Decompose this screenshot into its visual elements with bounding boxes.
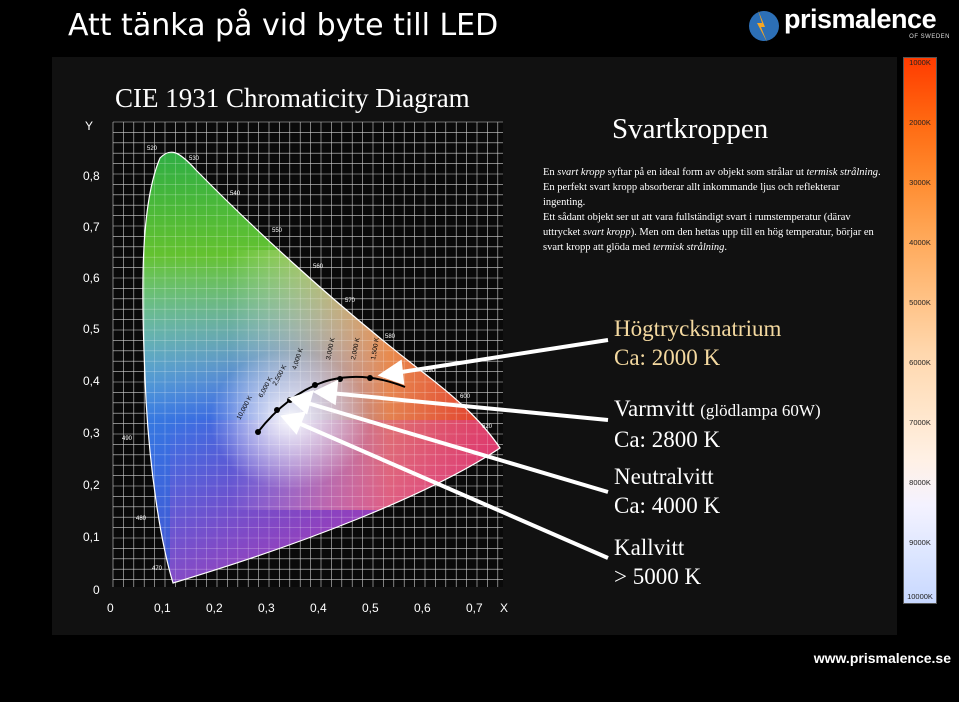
wl-560: 560 xyxy=(313,264,324,270)
kelvin-tick-2000k: 2000K xyxy=(909,118,931,127)
x-tick-0-4: 0,4 xyxy=(310,601,327,615)
x-tick-0-6: 0,6 xyxy=(414,601,431,615)
arrow-hps-head xyxy=(377,359,405,385)
arrow-neutral xyxy=(303,400,609,494)
wl-550: 550 xyxy=(272,228,283,234)
label-cold-temp: > 5000 K xyxy=(614,564,702,589)
label-cold-name: Kallvitt xyxy=(614,535,685,560)
axis-tick-labels: Y X 0,8 0,7 0,6 0,5 0,4 0,3 0,2 0,1 0 0 … xyxy=(83,119,508,615)
wl-580: 580 xyxy=(385,334,396,340)
svartkroppen-paragraph-2: Ett sådant objekt ser ut att vara fullst… xyxy=(543,212,874,253)
wl-490: 490 xyxy=(122,436,133,442)
kelvin-color-scale xyxy=(903,57,937,604)
y-tick-0-7: 0,7 xyxy=(83,220,100,234)
y-tick-0-5: 0,5 xyxy=(83,322,100,336)
logo-subtitle: OF SWEDEN xyxy=(909,34,950,40)
y-tick-0-4: 0,4 xyxy=(83,374,100,388)
label-neutral: Neutralvitt Ca: 4000 K xyxy=(614,462,720,520)
footer-url: www.prismalence.se xyxy=(813,650,951,666)
label-warm-note: (glödlampa 60W) xyxy=(700,401,821,420)
label-hps: Högtrycksnatrium Ca: 2000 K xyxy=(614,314,781,372)
annotation-arrows xyxy=(280,338,609,560)
label-cold: Kallvitt > 5000 K xyxy=(614,533,701,591)
y-tick-0-3: 0,3 xyxy=(83,426,100,440)
wl-590: 590 xyxy=(425,368,436,374)
x-tick-0-2: 0,2 xyxy=(206,601,223,615)
svartkroppen-text: En svart kropp syftar på en ideal form a… xyxy=(543,165,883,255)
x-tick-0-3: 0,3 xyxy=(258,601,275,615)
locus-label-3000k: 3,000 K xyxy=(325,336,337,360)
label-warm: Varmvitt (glödlampa 60W) Ca: 2800 K xyxy=(614,394,821,454)
svartkroppen-paragraph-1: En svart kropp syftar på en ideal form a… xyxy=(543,167,881,208)
x-axis-label: X xyxy=(500,601,508,615)
y-tick-0: 0 xyxy=(93,583,100,597)
kelvin-tick-1000k: 1000K xyxy=(909,58,931,67)
wl-600: 600 xyxy=(460,394,471,400)
wl-540: 540 xyxy=(230,191,241,197)
kelvin-tick-7000k: 7000K xyxy=(909,418,931,427)
kelvin-tick-9000k: 9000K xyxy=(909,538,931,547)
label-warm-temp: Ca: 2800 K xyxy=(614,427,721,452)
cie-title: CIE 1931 Chromaticity Diagram xyxy=(115,83,470,113)
kelvin-tick-6000k: 6000K xyxy=(909,358,931,367)
logo-wordmark: prismalence xyxy=(784,4,937,34)
locus-label-1500k: 1,500 K xyxy=(370,336,381,360)
kelvin-tick-10000k: 10000K xyxy=(907,592,933,601)
label-hps-temp: Ca: 2000 K xyxy=(614,345,721,370)
wl-570: 570 xyxy=(345,298,356,304)
logo-mark-icon xyxy=(749,10,779,42)
planck-point-3000k xyxy=(337,376,343,382)
arrow-hps xyxy=(394,338,609,375)
label-hps-name: Högtrycksnatrium xyxy=(614,316,782,341)
locus-label-2000k: 2,000 K xyxy=(350,336,362,360)
arrow-warm xyxy=(329,391,609,422)
y-tick-0-6: 0,6 xyxy=(83,271,100,285)
planck-point-10000k xyxy=(255,429,261,435)
planck-point-2000k xyxy=(367,375,373,381)
wl-530: 530 xyxy=(189,156,200,162)
brand-logo: prismalence OF SWEDEN xyxy=(748,4,954,46)
slide-title: Att tänka på vid byte till LED xyxy=(68,8,499,43)
label-neutral-name: Neutralvitt xyxy=(614,464,714,489)
kelvin-tick-8000k: 8000K xyxy=(909,478,931,487)
kelvin-tick-5000k: 5000K xyxy=(909,298,931,307)
arrow-cold-head xyxy=(280,411,307,435)
x-tick-0-1: 0,1 xyxy=(154,601,171,615)
label-warm-name: Varmvitt xyxy=(614,396,695,421)
y-axis-label: Y xyxy=(85,119,93,133)
x-tick-0-7: 0,7 xyxy=(466,601,483,615)
planck-point-6000k xyxy=(274,407,280,413)
arrow-cold xyxy=(295,420,609,560)
label-neutral-temp: Ca: 4000 K xyxy=(614,493,721,518)
arrow-warm-head xyxy=(312,379,339,406)
kelvin-tick-4000k: 4000K xyxy=(909,238,931,247)
y-tick-0-8: 0,8 xyxy=(83,169,100,183)
wl-470: 470 xyxy=(152,566,163,572)
planck-point-4000k xyxy=(312,382,318,388)
arrow-neutral-head xyxy=(287,389,314,415)
y-tick-0-1: 0,1 xyxy=(83,530,100,544)
wavelength-labels: 520 530 540 550 560 570 580 590 600 620 … xyxy=(122,146,493,572)
wl-480: 480 xyxy=(136,516,147,522)
x-tick-0-5: 0,5 xyxy=(362,601,379,615)
svartkroppen-title: Svartkroppen xyxy=(612,113,769,145)
wl-520: 520 xyxy=(147,146,158,152)
wl-620: 620 xyxy=(482,424,493,430)
x-tick-0: 0 xyxy=(107,601,114,615)
kelvin-tick-3000k: 3000K xyxy=(909,178,931,187)
spectral-locus-outline xyxy=(142,151,501,584)
y-tick-0-2: 0,2 xyxy=(83,478,100,492)
planckian-locus xyxy=(257,375,406,433)
